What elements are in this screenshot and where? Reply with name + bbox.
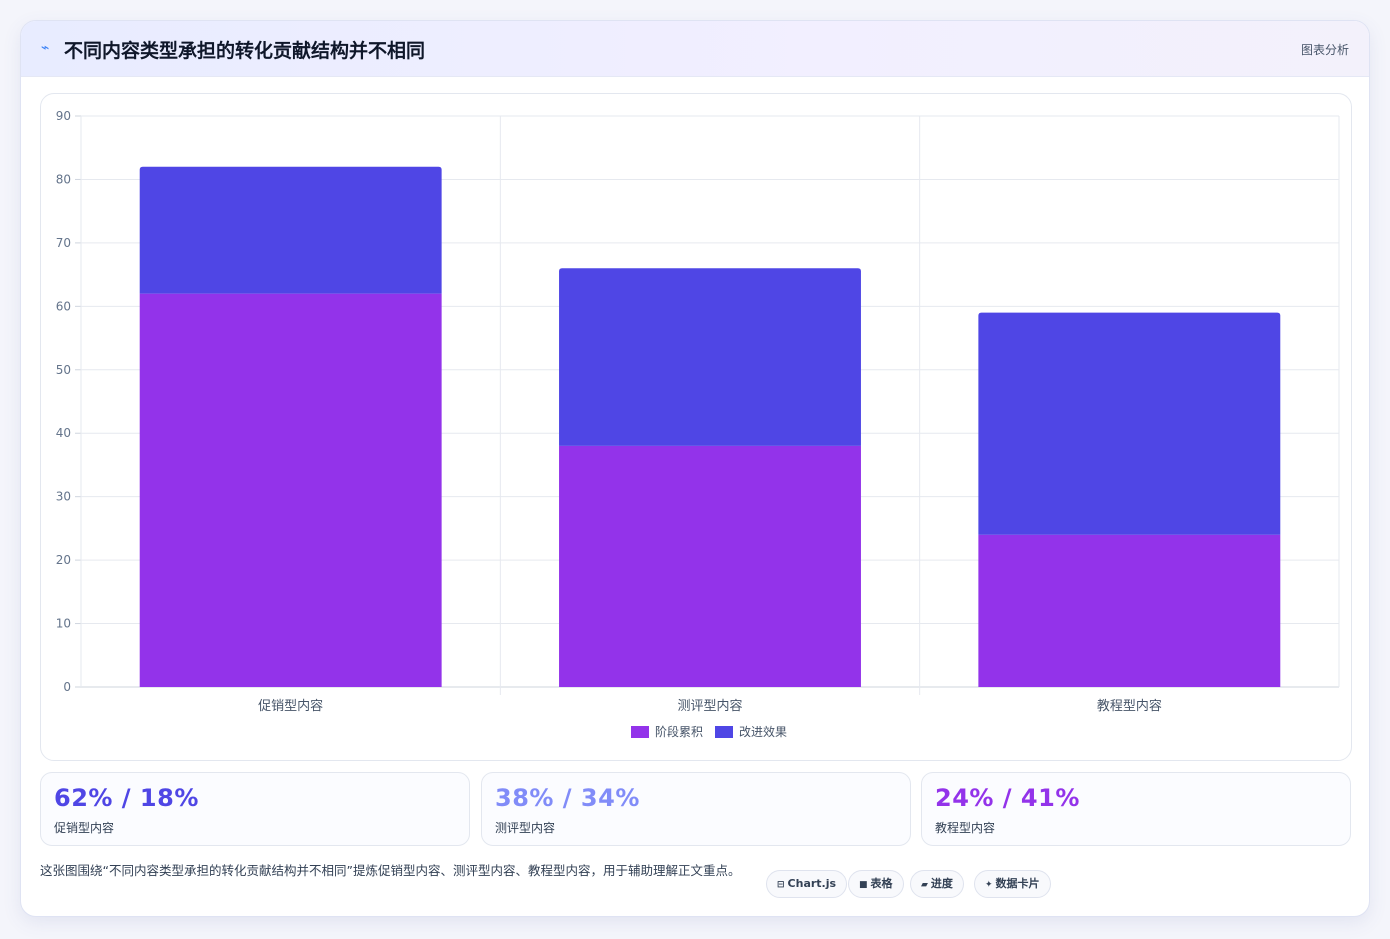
progress-icon: ▰ [921,880,928,890]
stat-card-tutorial: 24% / 41% 教程型内容 [921,772,1351,846]
chart-icon: ⊟ [777,880,785,890]
legend-label: 阶段累积 [655,724,703,739]
bar-segment [978,534,1281,687]
x-tick-label: 教程型内容 [1097,698,1162,714]
chart-panel: 0 10 20 30 40 50 60 70 80 90 促销型内容 测评型内容 教程型内容阶段累积 改进… [40,93,1352,761]
bar-segment [559,445,861,687]
y-tick-label: 60 [56,299,71,313]
y-tick-label: 90 [56,109,71,123]
chart-description: 这张图围绕“不同内容类型承担的转化贡献结构并不相同”提炼促销型内容、测评型内容、… [40,863,741,878]
stat-value: 24% / 41% [935,784,1080,812]
tag-label: 进度 [930,877,953,890]
stat-cards: 62% / 18% 促销型内容 38% / 34% 测评型内容 24% / 41… [40,772,1352,846]
tag-table[interactable]: ■ 表格 [848,870,904,898]
stat-label: 教程型内容 [935,821,996,835]
tag-label: 数据卡片 [995,877,1040,890]
bar-segment [139,293,442,687]
page-title: 不同内容类型承担的转化贡献结构并不相同 [64,40,426,62]
stat-label: 测评型内容 [495,821,556,835]
tag-label: 表格 [870,877,893,890]
y-tick-label: 80 [56,172,71,186]
sparkle-icon: ✦ [985,880,993,890]
bar-segment [139,166,442,294]
legend-label: 改进效果 [739,724,787,739]
y-tick-label: 10 [56,617,71,631]
tag-progress[interactable]: ▰ 进度 [910,870,964,898]
y-tick-label: 50 [56,363,71,377]
legend-swatch [715,726,733,738]
legend-swatch [631,726,649,738]
tag-label: Chart.js [787,877,837,890]
y-tick-label: 20 [56,553,71,567]
stat-label: 促销型内容 [54,821,115,835]
bar-segment [559,268,861,446]
x-tick-label: 促销型内容 [258,698,323,714]
y-tick-label: 30 [56,490,71,504]
chart-line-icon: ⌁ [41,40,50,56]
stat-value: 38% / 34% [495,784,640,812]
y-tick-label: 40 [56,426,71,440]
table-icon: ■ [859,880,868,890]
card-header: ⌁ 不同内容类型承担的转化贡献结构并不相同 图表分析 [21,21,1369,77]
tag-data-card[interactable]: ✦ 数据卡片 [974,870,1051,898]
tag-chartjs[interactable]: ⊟ Chart.js [766,870,848,898]
bar-segment [978,312,1281,535]
stat-value: 62% / 18% [54,784,199,812]
chart-analysis-link[interactable]: 图表分析 [1300,43,1349,57]
stat-card-review: 38% / 34% 测评型内容 [481,772,911,846]
chart-card: ⌁ 不同内容类型承担的转化贡献结构并不相同 图表分析 0 10 20 30 40 50 60… [20,20,1370,917]
stat-card-promo: 62% / 18% 促销型内容 [40,772,470,846]
y-tick-label: 0 [63,680,71,694]
y-tick-label: 70 [56,236,71,250]
x-tick-label: 测评型内容 [677,698,742,714]
